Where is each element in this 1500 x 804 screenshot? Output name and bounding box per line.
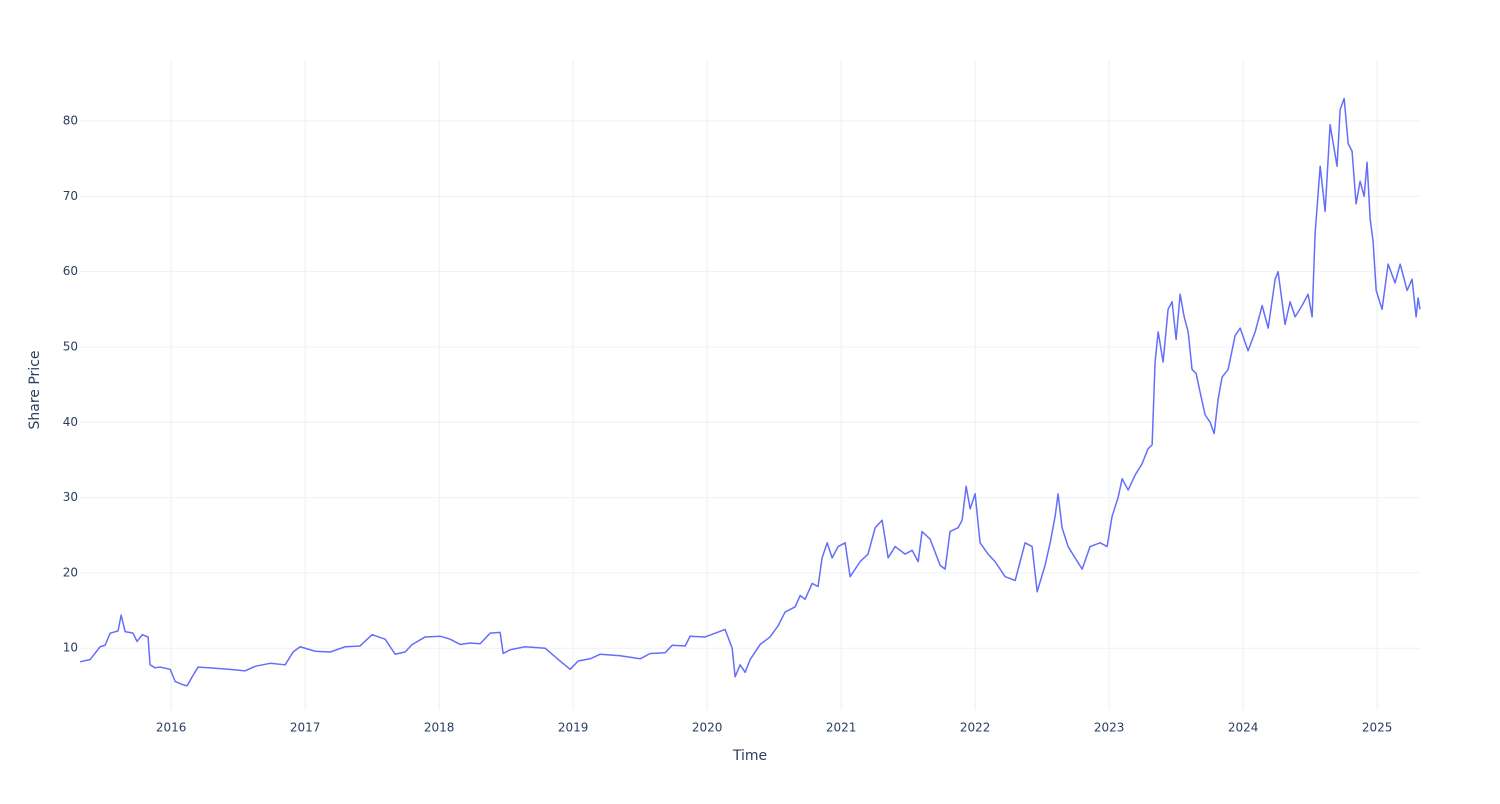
- x-axis-title: Time: [732, 748, 767, 764]
- y-tick-label: 80: [63, 114, 78, 128]
- y-tick-label: 40: [63, 415, 78, 429]
- x-tick-label: 2018: [424, 721, 455, 735]
- x-tick-label: 2025: [1362, 721, 1393, 735]
- x-tick-label: 2019: [558, 721, 589, 735]
- x-tick-label: 2016: [156, 721, 187, 735]
- x-tick-label: 2024: [1228, 721, 1259, 735]
- x-tick-label: 2023: [1094, 721, 1125, 735]
- y-tick-label: 60: [63, 264, 78, 278]
- x-tick-label: 2022: [960, 721, 991, 735]
- x-tick-label: 2020: [692, 721, 723, 735]
- price-line: [79, 97, 1421, 687]
- y-axis-title: Share Price: [27, 350, 43, 429]
- x-tick-label: 2017: [290, 721, 321, 735]
- x-tick-label: 2021: [826, 721, 857, 735]
- y-tick-label: 10: [63, 641, 78, 655]
- y-tick-label: 50: [63, 339, 78, 353]
- y-tick-label: 20: [63, 565, 78, 579]
- y-tick-label: 30: [63, 490, 78, 504]
- y-tick-label: 70: [63, 189, 78, 203]
